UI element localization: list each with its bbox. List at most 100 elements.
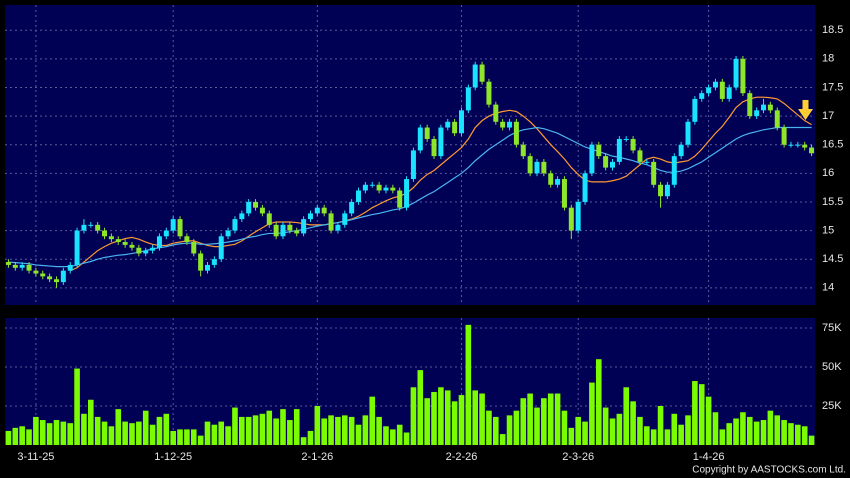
y-tick-label: 18: [822, 53, 834, 65]
candle-body: [26, 264, 32, 271]
candle-body: [486, 81, 492, 105]
y-tick-label: 16.5: [822, 139, 843, 151]
volume-bar: [561, 410, 568, 445]
volume-bar: [774, 415, 781, 445]
candle-body: [458, 110, 464, 134]
candle-body: [767, 104, 773, 111]
volume-bar: [458, 395, 465, 445]
volume-bar: [170, 430, 176, 445]
candle-body: [706, 87, 712, 94]
candle-body: [596, 144, 602, 157]
candle-body: [472, 64, 478, 88]
volume-bar: [5, 430, 12, 445]
volume-bar: [252, 415, 259, 445]
volume-bar: [760, 420, 767, 445]
volume-bar: [204, 421, 211, 445]
candle-body: [568, 207, 574, 231]
candle-body: [733, 58, 739, 88]
volume-bar: [362, 415, 369, 445]
volume-bar: [101, 421, 108, 445]
y-tick-label: 14: [822, 282, 834, 294]
candle-body: [211, 259, 217, 265]
volume-bar: [307, 430, 314, 445]
candle-body: [198, 253, 204, 271]
volume-bar: [623, 387, 630, 445]
x-tick-label: 1-12-25: [154, 451, 192, 463]
candle-body: [664, 184, 670, 197]
candle-body: [362, 184, 368, 191]
candle-body: [541, 161, 547, 174]
y-tick-label: 50K: [822, 361, 842, 373]
candle-body: [493, 104, 499, 122]
candle-body: [630, 138, 636, 151]
volume-bar: [403, 432, 410, 445]
volume-bar: [479, 393, 485, 445]
candle-body: [644, 161, 650, 163]
volume-bar: [383, 426, 389, 445]
volume-bar: [499, 434, 506, 445]
volume-bar: [149, 424, 156, 445]
volume-bar: [664, 429, 671, 445]
volume-bar: [232, 407, 238, 445]
volume-bar: [129, 423, 135, 445]
candle-body: [726, 87, 732, 99]
candle-body: [809, 147, 815, 154]
candle-body: [747, 93, 753, 117]
volume-bar: [33, 416, 39, 445]
volume-bar: [644, 426, 650, 445]
volume-bar: [513, 410, 520, 445]
candle-body: [781, 127, 787, 145]
volume-bar: [753, 421, 760, 445]
volume-bar: [534, 407, 540, 445]
candle-body: [774, 110, 780, 128]
volume-bar: [671, 413, 678, 445]
volume-bar: [602, 407, 609, 445]
volume-bar: [19, 426, 25, 445]
x-tick-label: 1-4-26: [693, 451, 725, 463]
volume-bar: [801, 426, 808, 445]
volume-bar: [595, 359, 602, 445]
candle-body: [301, 219, 307, 234]
volume-bar: [211, 424, 218, 445]
volume-bar: [486, 410, 492, 445]
volume-bar: [142, 410, 149, 445]
volume-bar: [273, 418, 279, 445]
candle-body: [699, 93, 705, 99]
volume-bar: [719, 429, 726, 445]
volume-bar: [609, 418, 616, 445]
volume-bar: [733, 418, 739, 445]
volume-bar: [575, 416, 581, 445]
volume-bar: [616, 413, 623, 445]
volume-bar: [218, 421, 225, 445]
candle-body: [637, 150, 643, 162]
candle-body: [438, 127, 444, 157]
candle-body: [376, 184, 382, 191]
volume-bar: [197, 435, 204, 445]
candle-body: [754, 110, 760, 117]
candle-body: [273, 224, 279, 237]
volume-bar: [692, 381, 698, 445]
candle-body: [349, 201, 355, 214]
candle-body: [520, 144, 526, 157]
candle-body: [335, 224, 341, 231]
candle-body: [479, 64, 485, 82]
volume-bar: [451, 401, 458, 445]
volume-bar: [53, 420, 60, 445]
volume-bar: [239, 416, 245, 445]
candle-body: [307, 213, 313, 220]
volume-bar: [184, 429, 190, 445]
candle-body: [328, 213, 334, 231]
volume-bar: [527, 393, 533, 445]
volume-bar: [795, 424, 801, 445]
volume-bar: [767, 410, 774, 445]
candle-body: [218, 236, 224, 260]
candle-body: [795, 144, 801, 146]
candle-body: [60, 270, 66, 283]
candle-body: [623, 138, 629, 140]
volume-bar: [657, 405, 664, 445]
volume-bar: [67, 423, 74, 445]
volume-bar: [280, 409, 286, 445]
x-tick-label: 2-2-26: [446, 451, 478, 463]
volume-bar: [94, 416, 101, 445]
